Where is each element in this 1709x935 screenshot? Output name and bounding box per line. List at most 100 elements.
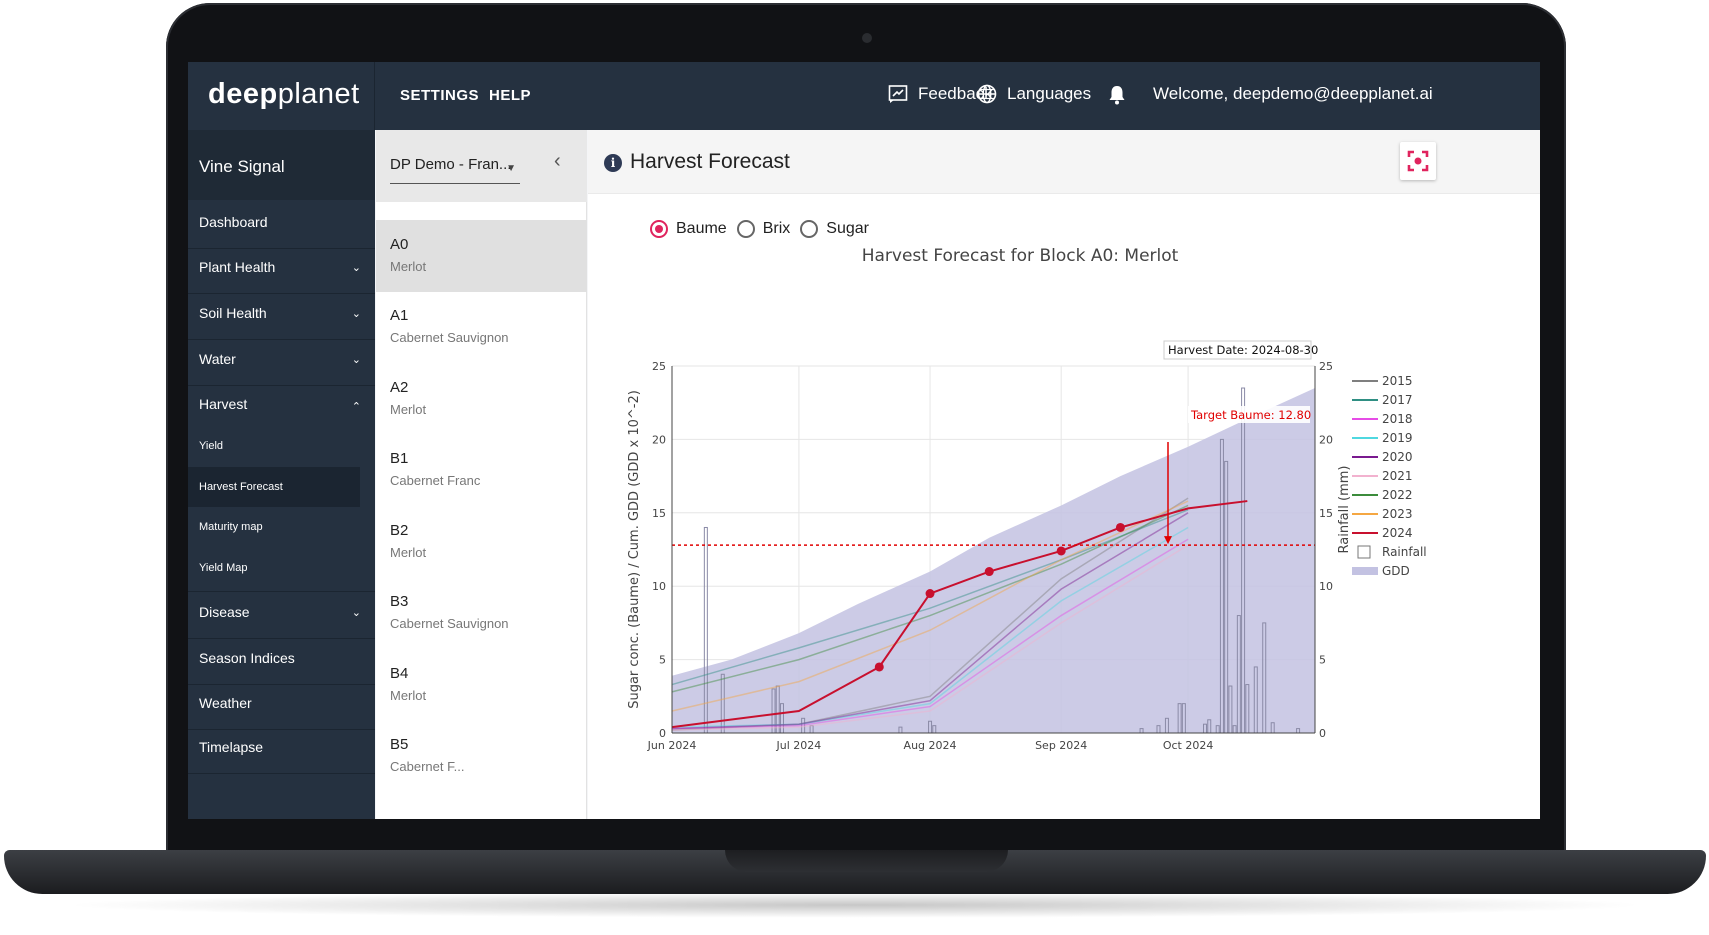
collapse-panel-icon[interactable]: ‹ [554,150,561,172]
sidebar-item-dashboard[interactable]: Dashboard [188,200,375,249]
x-tick-label: Jul 2024 [776,739,822,752]
sidebar-item-label: Soil Health [199,305,267,321]
sidebar-item-soil-health[interactable]: Soil Health ⌄ [188,291,375,340]
app-logo[interactable]: deepplanet [208,78,360,110]
main-header: i Harvest Forecast [588,130,1540,194]
sample-point-2024 [1056,546,1066,556]
sidebar-item-water[interactable]: Water ⌄ [188,337,375,386]
top-navigation: deepplanet SETTINGS HELP Feedback Langua… [188,62,1540,130]
sidebar-item-weather[interactable]: Weather [188,681,375,730]
y2-tick-label: 15 [1319,507,1333,520]
y2-tick-label: 5 [1319,654,1326,667]
block-list-panel: DP Demo - Fran... ▼ ‹ A0 Merlot A1 Caberne… [376,130,587,819]
y2-tick-label: 25 [1319,360,1333,373]
legend-swatch-gdd [1352,567,1378,575]
block-item-a2[interactable]: A2 Merlot [376,363,587,435]
laptop-camera [862,33,872,43]
sidebar-subitem-harvest-forecast[interactable]: Harvest Forecast [188,467,360,507]
legend-label: GDD [1382,564,1410,578]
block-item-b5[interactable]: B5 Cabernet F... [376,720,587,792]
block-variety: Merlot [390,402,427,417]
legend-label: 2017 [1382,393,1413,407]
legend-label: Rainfall [1382,545,1427,559]
block-code: A2 [390,379,409,396]
y-tick-label: 10 [652,580,666,593]
legend-swatch-rainfall [1357,545,1371,559]
fullscreen-button[interactable] [1400,142,1436,180]
chevron-down-icon: ⌄ [351,262,361,274]
y-tick-label: 15 [652,507,666,520]
block-item-b4[interactable]: B4 Merlot [376,649,587,721]
radio-baume[interactable] [650,220,668,238]
page-title: Harvest Forecast [630,150,790,173]
feedback-label: Feedback [918,84,993,103]
sidebar-subitem-maturity-map[interactable]: Maturity map [199,521,263,533]
chevron-down-icon: ⌄ [351,308,361,320]
y2-tick-label: 10 [1319,580,1333,593]
sidebar-item-plant-health[interactable]: Plant Health ⌄ [188,245,375,294]
legend-label: 2015 [1382,374,1413,388]
sample-point-2024 [1115,522,1125,532]
sidebar-item-label: Disease [199,604,250,620]
series-line-2018 [671,538,1189,730]
sidebar-item-harvest[interactable]: Harvest ⌃ [188,382,375,431]
info-icon[interactable]: i [604,154,622,172]
welcome-user[interactable]: Welcome, deepdemo@deepplanet.ai [1153,84,1433,103]
series-line-2023 [671,500,1189,712]
block-variety: Merlot [390,545,427,560]
farm-selector-bar: DP Demo - Fran... ▼ ‹ [376,130,587,202]
block-item-a1[interactable]: A1 Cabernet Sauvignon [376,291,587,363]
feedback-icon [888,85,908,103]
sidebar-item-season-indices[interactable]: Season Indices [188,636,375,685]
metric-toggle: Baume Brix Sugar [650,220,879,238]
sample-point-2024 [874,662,884,672]
languages-button[interactable]: Languages [977,84,1091,104]
sidebar-item-label: Dashboard [199,214,268,230]
block-item-a0[interactable]: A0 Merlot [376,220,587,292]
series-line-2022 [671,504,1189,693]
sidebar-item-disease[interactable]: Disease ⌄ [188,590,375,639]
target-label-box [1188,406,1310,423]
chevron-down-icon: ⌄ [351,607,361,619]
chart-title: Harvest Forecast for Block A0: Merlot [861,246,1179,266]
sidebar-subitem-yield-map[interactable]: Yield Map [188,548,375,592]
laptop-notch [725,850,1008,872]
y-tick-label: 5 [659,654,666,667]
block-code: A1 [390,307,409,324]
y2-tick-label: 0 [1319,727,1326,740]
block-item-b2[interactable]: B2 Merlot [376,506,587,578]
x-tick-label: Aug 2024 [904,739,957,752]
caret-down-icon: ▼ [506,163,516,174]
app-screen: deepplanet SETTINGS HELP Feedback Langua… [188,62,1540,819]
legend-label: 2021 [1382,469,1413,483]
harvest-date-box [1163,340,1312,360]
sidebar-subitem-yield[interactable]: Yield [199,440,224,452]
legend-label: 2020 [1382,450,1413,464]
block-variety: Cabernet Franc [390,473,481,488]
y2-tick-label: 20 [1319,433,1333,446]
x-tick-label: Sep 2024 [1035,739,1087,752]
notifications-button[interactable] [1108,85,1126,105]
radio-brix[interactable] [736,220,755,238]
target-baume-label: Target Baume: 12.80 [1190,408,1311,422]
series-line-2019 [671,526,1189,728]
legend-label: 2024 [1382,526,1413,540]
block-code: A0 [390,236,409,253]
y-axis-label: Sugar conc. (Baume) / Cum. GDD (GDD x 10… [627,390,642,709]
radio-sugar[interactable] [800,220,819,238]
block-item-b3[interactable]: B3 Cabernet Sauvignon [376,577,587,649]
farm-select[interactable]: DP Demo - Fran... ▼ [390,156,520,184]
help-link[interactable]: HELP [489,87,532,104]
chevron-down-icon: ⌄ [351,354,361,366]
y-tick-label: 0 [659,727,666,740]
legend-label: 2018 [1382,412,1413,426]
block-variety: Cabernet Sauvignon [390,616,509,631]
y2-axis-label: Rainfall (mm) [1337,466,1352,554]
x-tick-label: Jun 2024 [647,739,697,752]
y-tick-label: 25 [652,360,666,373]
feedback-button[interactable]: Feedback [888,84,993,104]
main-content: i Harvest Forecast Baume Brix Sugar Harv… [588,130,1540,819]
block-item-b1[interactable]: B1 Cabernet Franc [376,434,587,506]
settings-link[interactable]: SETTINGS [400,87,480,104]
sidebar-item-timelapse[interactable]: Timelapse [188,725,375,774]
